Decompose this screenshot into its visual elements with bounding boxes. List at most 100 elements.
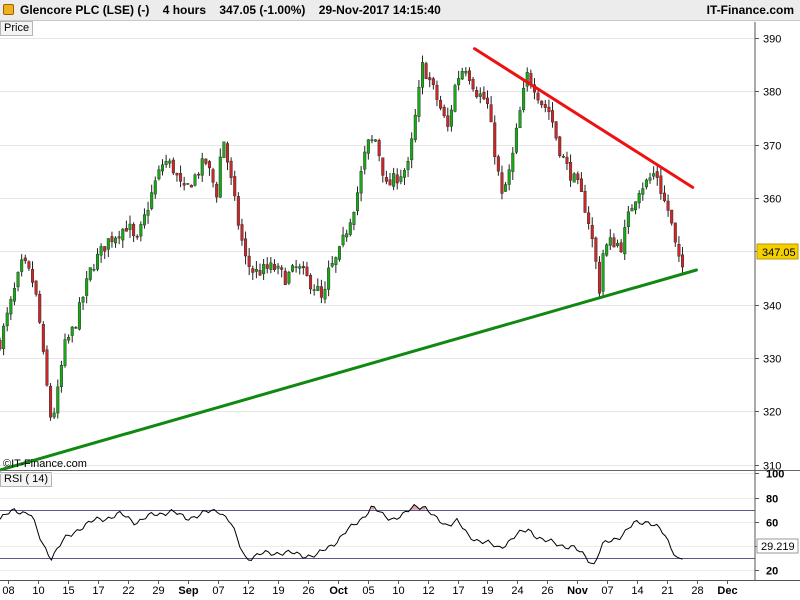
candle-body	[384, 177, 388, 182]
candle-body	[254, 269, 258, 272]
candle-body	[186, 183, 190, 185]
candle	[233, 170, 237, 201]
candle-body	[142, 214, 146, 226]
candle-body	[439, 99, 443, 109]
candle	[626, 205, 630, 234]
candle-body	[352, 211, 356, 225]
candle-body	[146, 209, 150, 216]
candle	[547, 99, 551, 120]
candle	[406, 156, 410, 177]
candle-body	[594, 237, 598, 262]
candle	[287, 270, 291, 285]
candle	[12, 282, 16, 306]
candle-body	[605, 244, 609, 256]
candle-body	[366, 139, 370, 154]
candle	[92, 263, 96, 272]
candle-body	[673, 222, 677, 243]
time-tick-label: Sep	[178, 585, 198, 597]
candle-body	[402, 170, 406, 178]
candle-body	[507, 169, 511, 185]
candle	[70, 326, 74, 343]
candle-body	[356, 192, 360, 212]
candle-body	[150, 192, 154, 209]
interval-label[interactable]: 4 hours	[162, 3, 207, 17]
header-left: Glencore PLC (LSE) (-) 4 hours 347.05 (-…	[20, 0, 441, 20]
time-tick-label: 21	[661, 585, 673, 597]
candle-body	[265, 264, 269, 269]
candle-body	[641, 188, 645, 195]
candle	[106, 238, 110, 258]
candle-body	[413, 114, 417, 140]
candle	[590, 217, 594, 248]
candle-body	[88, 267, 92, 280]
candle-body	[291, 265, 295, 272]
candle	[424, 61, 428, 80]
site-name[interactable]: IT-Finance.com	[706, 3, 794, 17]
candle	[601, 249, 605, 296]
candle	[460, 67, 464, 81]
watermark: ©IT-Finance.com	[3, 458, 87, 470]
candle-body	[392, 173, 396, 187]
candle	[525, 67, 529, 92]
time-tick-label: Nov	[567, 585, 589, 597]
candle-body	[601, 253, 605, 292]
candle	[323, 281, 327, 304]
candle	[135, 234, 139, 240]
candle	[579, 172, 583, 192]
time-tick-label: 12	[422, 585, 434, 597]
candle	[319, 279, 323, 304]
candle-body	[446, 115, 450, 127]
time-tick-label: 10	[32, 585, 44, 597]
candle-body	[597, 261, 601, 294]
candle-body	[0, 340, 2, 350]
candle	[23, 254, 27, 264]
last-price-change: 347.05 (-1.00%)	[219, 3, 306, 17]
time-tick-label: 29	[152, 585, 164, 597]
rsi-axis: 10080604020	[755, 469, 784, 578]
symbol-name: Glencore PLC (LSE) (-)	[20, 3, 150, 17]
candle	[9, 296, 13, 321]
candle-body	[644, 179, 648, 188]
candle	[193, 173, 197, 187]
candle-body	[381, 157, 385, 176]
candle-body	[489, 104, 493, 123]
candle	[182, 176, 186, 191]
candle	[366, 139, 370, 160]
candle	[345, 229, 349, 242]
price-tick-label: 360	[763, 194, 781, 206]
rsi-panel-label[interactable]: RSI ( 14)	[0, 472, 53, 487]
candle-body	[525, 72, 529, 87]
candle-body	[388, 179, 392, 186]
candle-body	[374, 139, 378, 142]
candle	[186, 183, 190, 185]
candle	[99, 243, 103, 263]
candle-body	[222, 141, 226, 158]
candle-body	[2, 325, 6, 349]
candle	[164, 154, 168, 168]
candle	[247, 247, 251, 276]
candle	[511, 147, 515, 180]
candle	[381, 157, 385, 183]
candle	[20, 254, 24, 277]
candle-body	[251, 268, 255, 273]
candle	[428, 72, 432, 88]
candle	[677, 236, 681, 262]
candle	[96, 248, 100, 272]
candle	[272, 259, 276, 272]
candle	[5, 307, 9, 332]
candle	[312, 284, 316, 296]
candle-body	[316, 285, 320, 291]
candle-body	[226, 143, 230, 163]
candle-body	[197, 173, 201, 176]
candle-body	[244, 238, 248, 257]
candle	[583, 184, 587, 214]
candle	[16, 271, 20, 292]
candle-body	[161, 164, 165, 172]
time-tick-label: 05	[362, 585, 374, 597]
instrument-icon	[3, 4, 14, 15]
candle-body	[417, 86, 421, 117]
price-panel-label[interactable]: Price	[0, 21, 34, 36]
candle	[291, 264, 295, 273]
candle-body	[229, 160, 233, 178]
